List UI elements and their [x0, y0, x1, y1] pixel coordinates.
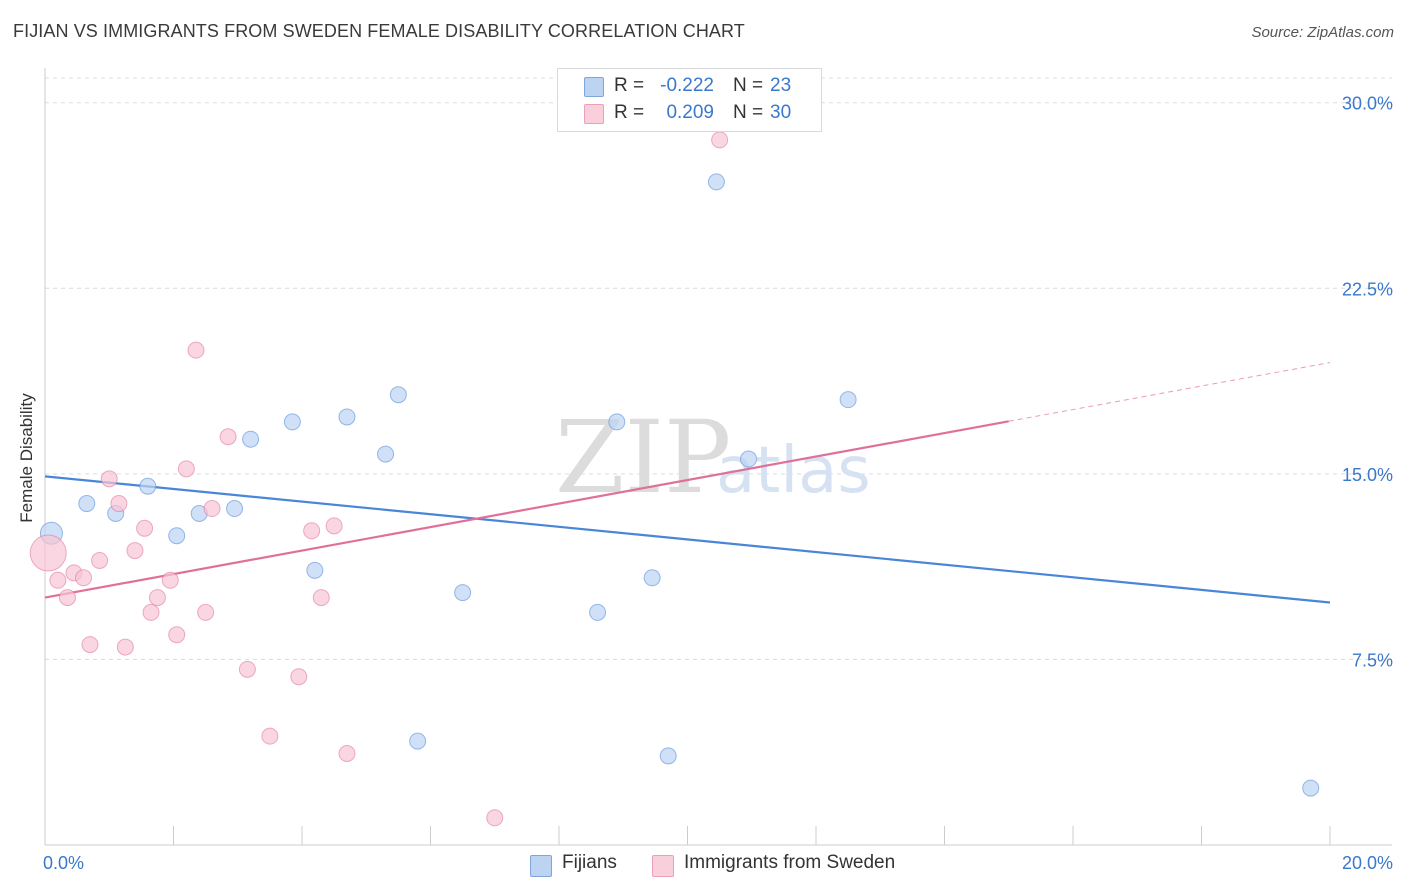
y-tick-label: 22.5%	[1342, 279, 1393, 299]
legend-r-value: 0.209	[666, 102, 714, 123]
sweden-trend-line	[44, 420, 1009, 599]
source-label: Source: ZipAtlas.com	[1251, 24, 1394, 41]
fijian-point	[659, 747, 677, 765]
sweden-point	[29, 534, 67, 572]
fijian-point	[139, 477, 157, 495]
sweden-point	[100, 470, 118, 488]
sweden-point	[91, 551, 109, 569]
sweden-point	[148, 589, 166, 607]
legend-row-sweden: R = 0.209 N = 30	[558, 101, 821, 127]
fijian-point	[740, 450, 758, 468]
legend-label-sweden: Immigrants from Sweden	[684, 852, 896, 873]
fijian-point	[707, 173, 725, 191]
sweden-point	[161, 571, 179, 589]
fijian-trend-line	[44, 475, 1331, 604]
y-tick-label: 7.5%	[1352, 650, 1393, 670]
fijian-point	[377, 445, 395, 463]
sweden-point	[116, 638, 134, 656]
fijian-point	[242, 430, 260, 448]
trend-lines	[44, 362, 1331, 604]
legend-swatch-fijians	[584, 77, 604, 97]
y-tick-label: 15.0%	[1342, 465, 1393, 485]
watermark-zip: ZIP	[555, 399, 731, 516]
grid-lines	[45, 77, 1392, 660]
x-tick-label: 0.0%	[43, 853, 84, 873]
fijian-point	[306, 561, 324, 579]
fijian-point	[409, 732, 427, 750]
fijian-point	[643, 569, 661, 587]
sweden-point	[197, 603, 215, 621]
sweden-point	[126, 542, 144, 560]
fijian-point	[283, 413, 301, 431]
tick-labels: 7.5% 15.0% 22.5% 30.0% 0.0% 20.0%	[43, 94, 1393, 873]
fijian-point	[1302, 779, 1320, 797]
sweden-point	[238, 660, 256, 678]
sweden-point	[142, 603, 160, 621]
legend-label-fijians: Fijians	[562, 852, 617, 873]
sweden-point	[338, 744, 356, 762]
fijian-point	[168, 527, 186, 545]
legend-n-label: N =	[733, 75, 764, 96]
sweden-point	[312, 589, 330, 607]
fijian-point	[589, 603, 607, 621]
fijian-point	[454, 584, 472, 602]
fijian-point	[839, 391, 857, 409]
axes	[44, 68, 1392, 846]
sweden-point	[75, 569, 93, 587]
fijian-point	[78, 495, 96, 513]
sweden-point	[49, 571, 67, 589]
fijian-point	[608, 413, 626, 431]
sweden-point	[303, 522, 321, 540]
y-tick-label: 30.0%	[1342, 94, 1393, 114]
sweden-point	[187, 341, 205, 359]
legend-n-value: 23	[770, 75, 792, 96]
sweden-point	[261, 727, 279, 745]
x-tick-label: 20.0%	[1342, 853, 1393, 873]
legend-row-fijians: R = -0.222 N = 23	[558, 74, 821, 100]
sweden-point	[136, 519, 154, 537]
legend-r-value: -0.222	[660, 75, 714, 96]
sweden-point	[58, 589, 76, 607]
sweden-point	[290, 668, 308, 686]
chart-title: FIJIAN VS IMMIGRANTS FROM SWEDEN FEMALE …	[13, 21, 745, 41]
legend-r-label: R =	[614, 102, 645, 123]
sweden-point	[177, 460, 195, 478]
fijian-point	[226, 500, 244, 518]
sweden-point	[168, 626, 186, 644]
sweden-point	[110, 495, 128, 513]
legend-r-label: R =	[614, 75, 645, 96]
sweden-point	[486, 809, 504, 827]
sweden-point	[711, 131, 729, 149]
correlation-legend: R = -0.222 N = 23 R = 0.209 N = 30	[557, 68, 822, 132]
legend-swatch-fijians	[530, 855, 552, 877]
sweden-point	[219, 428, 237, 446]
legend-n-label: N =	[733, 102, 764, 123]
sweden-point	[203, 500, 221, 518]
legend-n-value: 30	[770, 102, 792, 123]
sweden-point	[325, 517, 343, 535]
fijian-point	[338, 408, 356, 426]
watermark: ZIP atlas	[555, 399, 871, 516]
sweden-trend-extension	[1008, 362, 1331, 422]
legend-swatch-sweden	[584, 104, 604, 124]
sweden-point	[81, 636, 99, 654]
legend-swatch-sweden	[652, 855, 674, 877]
fijian-point	[389, 386, 407, 404]
data-points	[29, 131, 1320, 827]
